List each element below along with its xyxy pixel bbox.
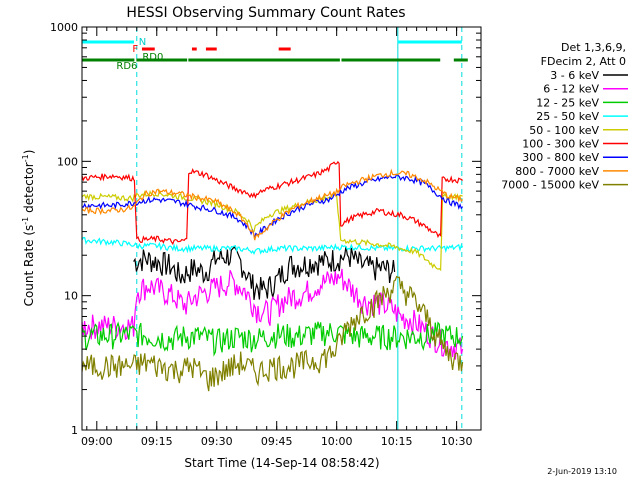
flag-label-n: N xyxy=(139,37,146,48)
legend-label: 3 - 6 keV xyxy=(550,69,599,82)
legend-label: 300 - 800 keV xyxy=(522,151,599,164)
series-line-4 xyxy=(82,189,463,272)
y-axis-label-sup1: -1 xyxy=(21,217,30,225)
legend: Det 1,3,6,9, FDecim 2, Att 0 3 - 6 keV6 … xyxy=(501,41,628,192)
flag-label-f: F xyxy=(132,44,138,55)
plot-frame xyxy=(81,26,482,431)
flag-label-rd0: RD0 xyxy=(142,52,163,63)
series-line-8 xyxy=(82,275,464,392)
x-axis: 09:00 09:15 09:30 09:45 10:00 10:15 10:30 xyxy=(81,27,473,448)
y-axis-label-main: Count Rate (s xyxy=(22,225,36,307)
flag-label-rd6: RD6 xyxy=(116,61,137,72)
y-tick-label: 10 xyxy=(64,290,78,303)
series-layer xyxy=(82,160,464,392)
generation-timestamp: 2-Jun-2019 13:10 xyxy=(547,467,617,476)
legend-label: 6 - 12 keV xyxy=(543,83,599,96)
x-tick-label: 09:30 xyxy=(201,435,233,448)
y-axis-label-sup2: -1 xyxy=(21,154,30,162)
legend-label: 7000 - 15000 keV xyxy=(501,179,599,192)
series-line-3 xyxy=(82,236,464,256)
x-tick-label: 10:15 xyxy=(381,435,413,448)
legend-header-1: Det 1,3,6,9, xyxy=(561,41,626,54)
y-tick-label: 1000 xyxy=(50,21,78,34)
y-tick-label: 100 xyxy=(57,155,78,168)
x-tick-label: 10:00 xyxy=(321,435,353,448)
y-axis-label: Count Rate (s-1 detector-1) xyxy=(21,150,36,307)
series-line-1 xyxy=(82,268,464,360)
y-tick-label: 1 xyxy=(71,424,78,437)
x-tick-label: 10:30 xyxy=(441,435,473,448)
series-line-6 xyxy=(82,173,464,239)
legend-label: 100 - 300 keV xyxy=(522,138,599,151)
y-axis-label-mid: detector xyxy=(22,162,36,217)
chart-title: HESSI Observing Summary Count Rates xyxy=(126,5,405,21)
x-tick-label: 09:15 xyxy=(141,435,173,448)
legend-label: 800 - 7000 keV xyxy=(515,165,599,178)
x-axis-label: Start Time (14-Sep-14 08:58:42) xyxy=(184,456,379,470)
x-tick-label: 09:00 xyxy=(81,435,113,448)
series-line-7 xyxy=(82,168,464,241)
series-line-5 xyxy=(82,160,463,246)
legend-header-2: FDecim 2, Att 0 xyxy=(541,55,626,68)
flag-bars: NF RD0 RD6 xyxy=(82,27,468,430)
series-line-2 xyxy=(82,321,464,357)
legend-label: 12 - 25 keV xyxy=(536,96,599,109)
legend-label: 25 - 50 keV xyxy=(536,110,599,123)
x-tick-label: 09:45 xyxy=(261,435,293,448)
series-line-0 xyxy=(133,246,396,300)
legend-label: 50 - 100 keV xyxy=(529,124,599,137)
y-axis-label-end: ) xyxy=(22,150,36,155)
